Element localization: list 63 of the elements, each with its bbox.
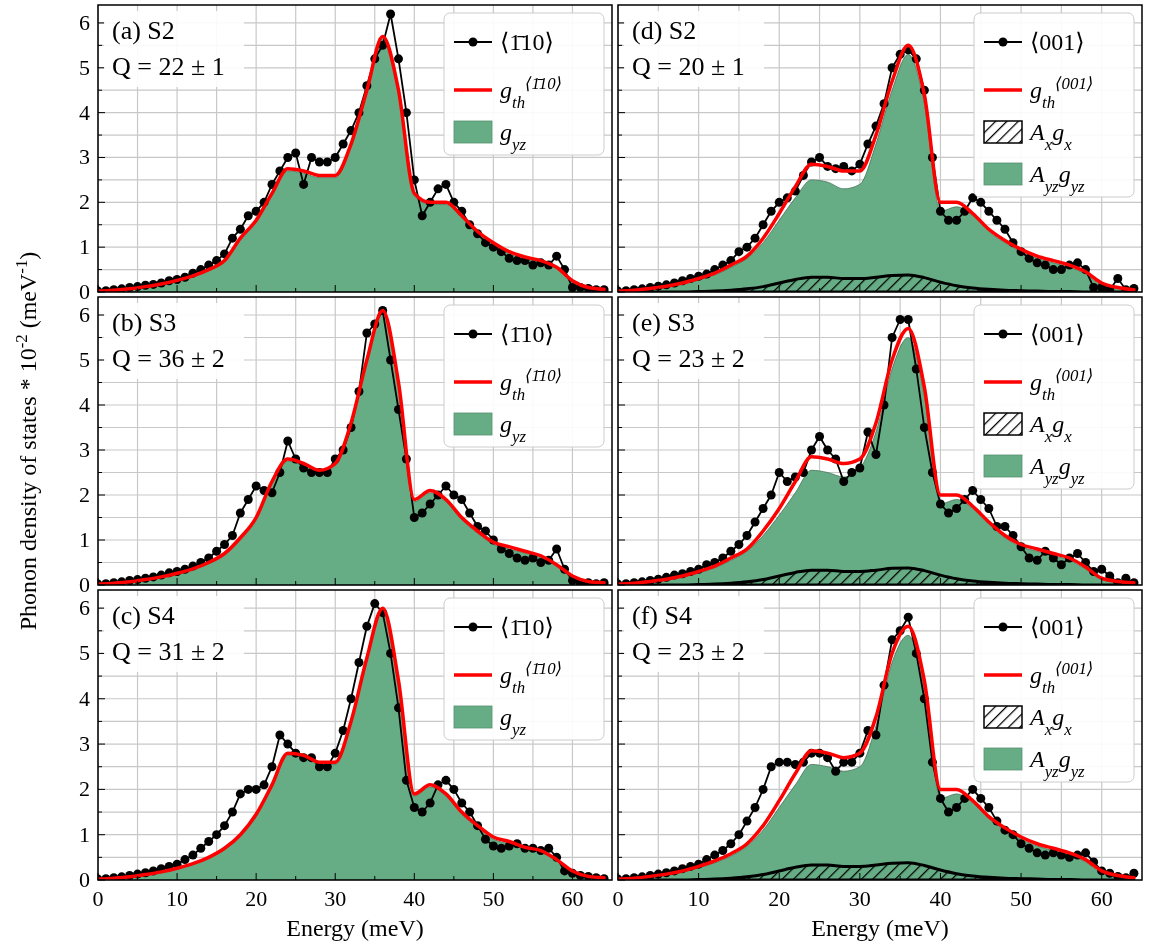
x-tick-label: 40 bbox=[403, 886, 426, 911]
x-tick-label: 10 bbox=[166, 886, 189, 911]
annotation: Q = 23 ± 2 bbox=[632, 344, 745, 373]
x-axis-title: Energy (meV) bbox=[811, 915, 949, 941]
x-tick-label: 40 bbox=[929, 886, 952, 911]
y-tick-label: 3 bbox=[79, 144, 90, 170]
y-tick-label: 3 bbox=[79, 437, 90, 462]
legend-label: ⟨001⟩ bbox=[1030, 29, 1085, 55]
annotation: Q = 36 ± 2 bbox=[112, 344, 225, 373]
x-tick-label: 60 bbox=[1090, 886, 1113, 911]
y-tick-label: 0 bbox=[79, 279, 90, 304]
y-tick-label: 6 bbox=[79, 9, 90, 35]
x-tick-label: 30 bbox=[848, 886, 871, 911]
y-tick-label: 4 bbox=[79, 392, 90, 417]
y-tick-label: 5 bbox=[79, 640, 90, 666]
y-tick-label: 1 bbox=[79, 527, 90, 552]
legend-label: ⟨1̄10⟩ bbox=[500, 321, 554, 347]
legend-label: g$_{yz}$ bbox=[500, 704, 527, 739]
x-tick-label: 20 bbox=[768, 886, 791, 911]
y-tick-label: 2 bbox=[79, 189, 90, 215]
annotation: (b) S3 bbox=[112, 308, 177, 337]
y-tick-label: 5 bbox=[79, 54, 90, 80]
legend-label: g$_{yz}$ bbox=[500, 411, 527, 446]
y-tick-label: 2 bbox=[79, 482, 90, 507]
annotation: Q = 31 ± 2 bbox=[112, 637, 225, 666]
y-tick-label: 3 bbox=[79, 731, 90, 757]
legend-label: ⟨001⟩ bbox=[1030, 614, 1085, 640]
y-tick-label: 5 bbox=[79, 347, 90, 372]
legend-label: ⟨1̄10⟩ bbox=[500, 29, 554, 55]
legend-label: A$_{x}$g$_{x}$ bbox=[1028, 119, 1073, 154]
y-tick-label: 6 bbox=[79, 595, 90, 621]
y-tick-label: 2 bbox=[79, 776, 90, 802]
x-tick-label: 50 bbox=[1010, 886, 1033, 911]
annotation: (e) S3 bbox=[632, 308, 695, 337]
y-tick-label: 1 bbox=[79, 234, 90, 260]
y-tick-label: 0 bbox=[79, 867, 90, 892]
x-tick-label: 0 bbox=[612, 886, 624, 911]
annotation: Q = 23 ± 2 bbox=[632, 637, 745, 666]
annotation: Q = 22 ± 1 bbox=[112, 52, 225, 81]
y-tick-label: 6 bbox=[79, 302, 90, 327]
annotation: (d) S2 bbox=[632, 16, 697, 45]
y-tick-label: 0 bbox=[79, 572, 90, 597]
legend-label: A$_{x}$g$_{x}$ bbox=[1028, 704, 1073, 739]
x-tick-label: 50 bbox=[482, 886, 505, 911]
legend-label: g$_{yz}$ bbox=[500, 119, 527, 154]
legend-label: ⟨1̄10⟩ bbox=[500, 614, 554, 640]
annotation: (a) S2 bbox=[112, 16, 175, 45]
legend-label: A$_{yz}$g$_{yz}$ bbox=[1028, 453, 1086, 488]
legend-label: A$_{x}$g$_{x}$ bbox=[1028, 411, 1073, 446]
x-tick-label: 60 bbox=[561, 886, 584, 911]
legend-label: ⟨001⟩ bbox=[1030, 321, 1085, 347]
legend-label: A$_{yz}$g$_{yz}$ bbox=[1028, 161, 1086, 196]
x-tick-label: 10 bbox=[687, 886, 710, 911]
annotation: (f) S4 bbox=[632, 601, 692, 630]
annotation: Q = 20 ± 1 bbox=[632, 52, 745, 81]
y-tick-label: 4 bbox=[79, 99, 90, 125]
annotation: (c) S4 bbox=[112, 601, 175, 630]
x-tick-label: 30 bbox=[324, 886, 347, 911]
y-tick-label: 1 bbox=[79, 821, 90, 847]
x-axis-title: Energy (meV) bbox=[286, 915, 424, 941]
x-tick-label: 20 bbox=[245, 886, 268, 911]
y-tick-label: 4 bbox=[79, 685, 90, 711]
legend-label: A$_{yz}$g$_{yz}$ bbox=[1028, 746, 1086, 781]
